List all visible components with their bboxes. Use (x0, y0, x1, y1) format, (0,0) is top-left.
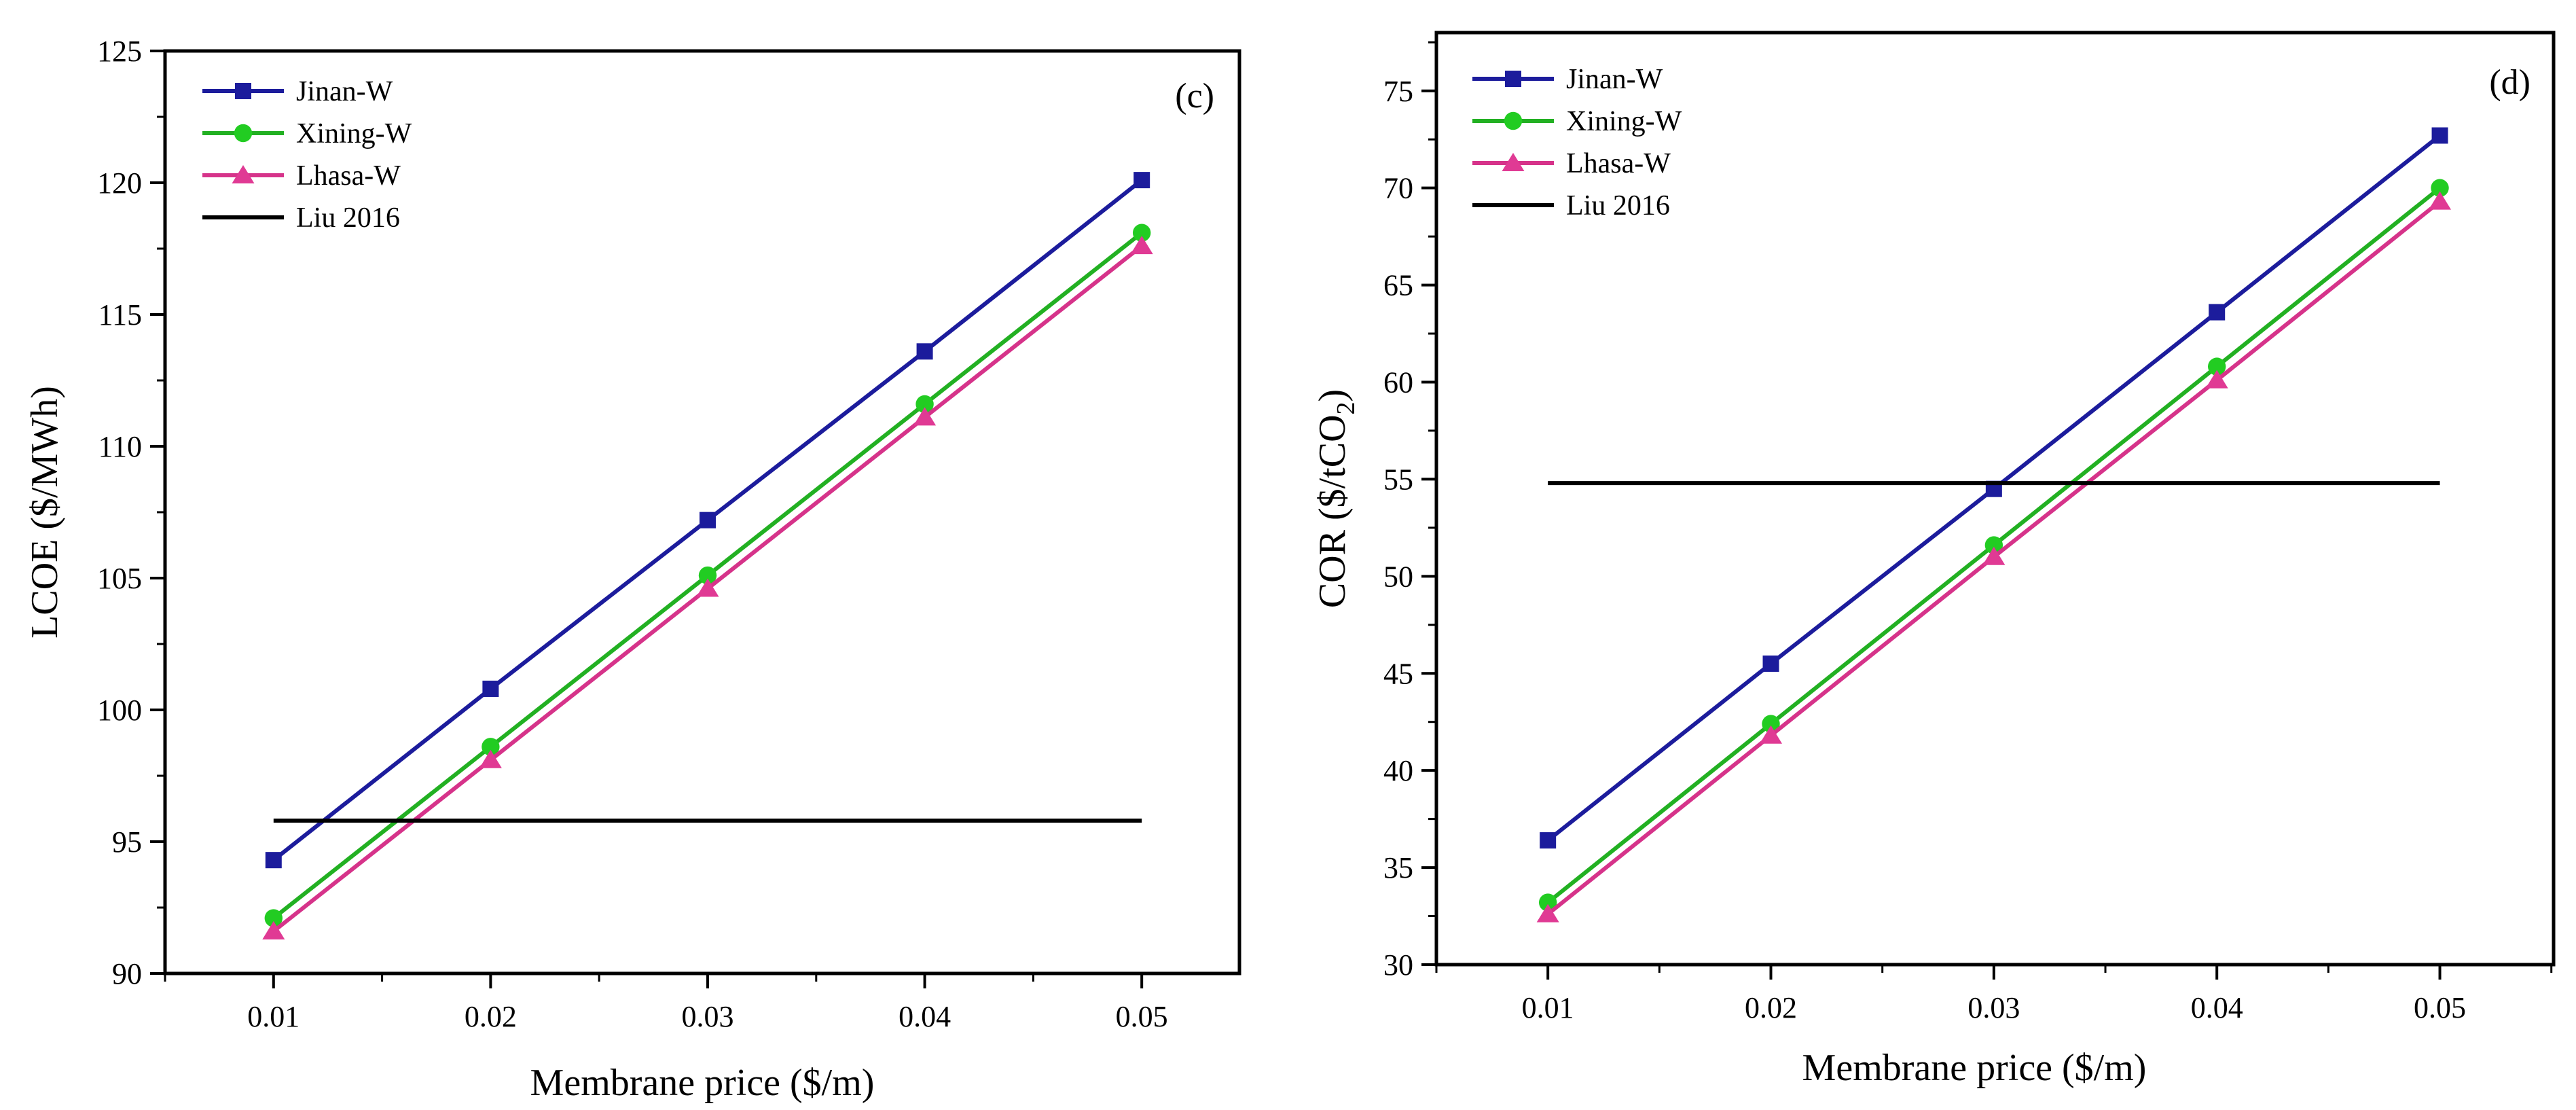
panel-c-y-axis-label: LCOE ($/MWh) (24, 386, 66, 639)
y-tick-label: 40 (1383, 754, 1413, 787)
panel-c: 0.01 0.02 0.03 0.04 0.05 90 95 100 105 110 115 120 1… (24, 35, 1241, 1104)
x-tick-label: 0.01 (247, 1000, 300, 1033)
panel-d-y-axis-label-tail: ) (1311, 389, 1354, 402)
data-point-xining-w (1762, 715, 1780, 733)
data-point-lhasa-w (2205, 370, 2228, 389)
y-tick-label: 115 (98, 298, 142, 332)
data-point-xining-w (1984, 536, 2003, 554)
legend-marker-xining-w (1504, 111, 1523, 130)
legend-label-lhasa-w: Lhasa-W (1566, 148, 1671, 179)
data-point-lhasa-w (1536, 903, 1559, 923)
data-point-lhasa-w (479, 749, 502, 768)
panel-d-y-axis-label-main: COR ($/tCO (1311, 414, 1354, 608)
panel-d: 0.01 0.02 0.03 0.04 0.05 30 35 40 45 50 55 60 65 70 75… (1311, 31, 2556, 1089)
legend-label-liu-2016: Liu 2016 (296, 202, 400, 234)
y-tick-label: 120 (97, 166, 142, 200)
panel-d-plot-marks (1536, 127, 2452, 923)
data-point-xining-w (1132, 223, 1151, 242)
data-point-jinan-w (1762, 655, 1779, 672)
data-point-jinan-w (1133, 172, 1150, 189)
data-point-lhasa-w (913, 407, 937, 426)
legend-label-xining-w: Xining-W (1566, 106, 1682, 137)
legend-label-jinan-w: Jinan-W (296, 76, 393, 107)
x-tick-label: 0.03 (1967, 991, 2020, 1024)
x-tick-label: 0.01 (1522, 991, 1574, 1024)
panel-c-legend: Jinan-W Xining-W Lhasa-W Liu 2016 (202, 76, 412, 234)
y-tick-label: 75 (1383, 75, 1413, 108)
data-point-lhasa-w (1982, 546, 2006, 565)
legend-label-jinan-w: Jinan-W (1566, 64, 1663, 95)
data-point-jinan-w (916, 343, 933, 360)
x-tick-label: 0.04 (899, 1000, 951, 1033)
y-tick-label: 105 (97, 562, 142, 595)
panel-d-ticks: 0.01 0.02 0.03 0.04 0.05 30 35 40 45 50 55 60 65 70 75 (1383, 41, 2553, 1024)
legend-marker-lhasa-w (1502, 153, 1525, 171)
panel-c-label: (c) (1175, 77, 1214, 115)
legend-marker-lhasa-w (232, 165, 255, 183)
x-tick-label: 0.05 (1116, 1000, 1168, 1033)
y-tick-label: 95 (112, 825, 142, 859)
data-point-jinan-w (2209, 304, 2226, 321)
y-tick-label: 90 (112, 957, 142, 990)
y-tick-label: 45 (1383, 657, 1413, 690)
y-tick-label: 70 (1383, 172, 1413, 205)
data-point-jinan-w (699, 512, 716, 529)
y-tick-label: 50 (1383, 560, 1413, 593)
panel-d-y-axis-label: COR ($/tCO2) (1311, 389, 1360, 608)
data-point-xining-w (1538, 893, 1557, 912)
x-tick-label: 0.02 (465, 1000, 517, 1033)
data-point-lhasa-w (1760, 725, 1783, 744)
y-tick-label: 100 (97, 694, 142, 727)
data-point-xining-w (482, 738, 500, 756)
y-tick-label: 55 (1383, 463, 1413, 496)
data-point-jinan-w (1540, 832, 1557, 849)
data-point-xining-w (2208, 357, 2226, 376)
data-point-jinan-w (265, 852, 282, 869)
y-tick-label: 60 (1383, 366, 1413, 399)
x-tick-label: 0.02 (1745, 991, 1797, 1024)
data-point-xining-w (698, 566, 717, 585)
data-point-lhasa-w (1130, 236, 1153, 255)
data-point-jinan-w (2431, 127, 2448, 144)
data-point-xining-w (915, 395, 934, 414)
y-tick-label: 65 (1383, 269, 1413, 302)
panel-d-label: (d) (2489, 63, 2530, 102)
data-point-lhasa-w (696, 578, 719, 597)
data-point-jinan-w (482, 680, 499, 697)
y-tick-label: 125 (97, 35, 142, 68)
legend-marker-jinan-w (235, 83, 251, 99)
legend-label-xining-w: Xining-W (296, 118, 412, 149)
y-tick-label: 110 (98, 430, 142, 463)
data-point-xining-w (264, 909, 283, 927)
x-tick-label: 0.05 (2414, 991, 2466, 1024)
legend-marker-xining-w (234, 124, 253, 143)
legend-label-lhasa-w: Lhasa-W (296, 160, 401, 192)
data-point-xining-w (2431, 179, 2449, 197)
y-tick-label: 30 (1383, 948, 1413, 982)
panel-c-ticks: 0.01 0.02 0.03 0.04 0.05 90 95 100 105 110 115 120 1… (97, 35, 1168, 1033)
legend-marker-jinan-w (1505, 71, 1521, 87)
data-point-lhasa-w (2429, 191, 2452, 210)
y-tick-label: 35 (1383, 851, 1413, 884)
x-tick-label: 0.04 (2191, 991, 2243, 1024)
data-point-lhasa-w (262, 920, 285, 939)
panel-c-plot-marks (262, 172, 1153, 939)
x-tick-label: 0.03 (681, 1000, 733, 1033)
panel-c-x-axis-label: Membrane price ($/m) (530, 1062, 875, 1104)
legend-label-liu-2016: Liu 2016 (1566, 190, 1670, 221)
panel-d-legend: Jinan-W Xining-W Lhasa-W Liu 2016 (1472, 64, 1682, 221)
panel-d-y-axis-label-subscript: 2 (1332, 401, 1360, 414)
panel-d-x-axis-label: Membrane price ($/m) (1802, 1047, 2147, 1089)
